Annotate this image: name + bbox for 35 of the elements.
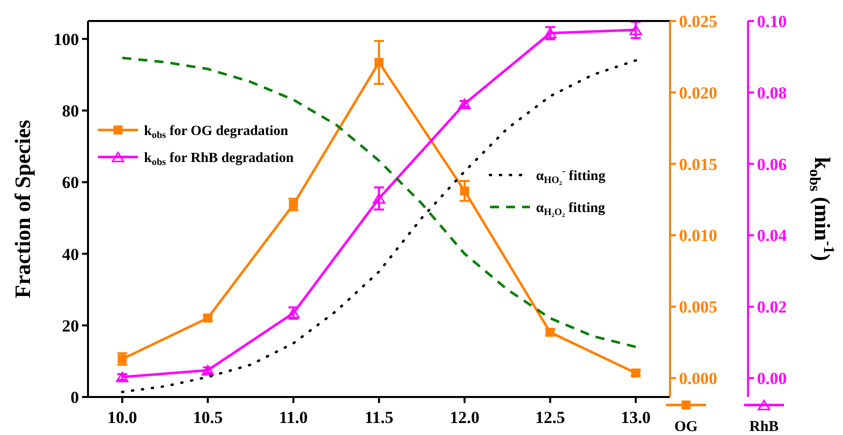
x-tick-label: 12.5: [535, 408, 566, 427]
y2-tick-label: 0.020: [679, 83, 718, 102]
y-tick-label: 80: [62, 102, 79, 121]
point: [372, 193, 386, 204]
y3-tick-label: 0.08: [757, 83, 787, 102]
y-tick-label: 60: [62, 173, 79, 192]
y2-tick-label: 0.015: [679, 154, 718, 174]
text: OG: [674, 419, 698, 435]
x-tick-label: 12.0: [450, 408, 480, 427]
y3-tick-label: 0.00: [757, 369, 787, 388]
legend-label: α$_{H₂O₂}$ fitting: [536, 201, 606, 218]
x-tick-label: 11.5: [364, 408, 394, 427]
legend-label: α$_{HO₂}$$^{-}$ fitting: [536, 166, 606, 186]
y3-tick-label: 0.02: [757, 298, 787, 317]
y-axis-title: Fraction of Species: [10, 119, 35, 298]
legend-label: k$_{obs}$ for RhB degradation: [144, 151, 294, 168]
x-tick-label: 11.0: [279, 408, 308, 427]
y3-tick-label: 0.10: [757, 12, 787, 31]
y-tick-label: 0: [70, 388, 79, 407]
y3-tick-label: 0.06: [757, 154, 787, 174]
y2-tick-label: 0.005: [679, 298, 718, 317]
y-tick-label: 100: [54, 30, 79, 49]
legend-label: k$_{obs}$ for OG degradation: [144, 124, 288, 141]
y2-tick-label: 0.025: [679, 12, 718, 31]
y3-tick-label: 0.04: [757, 226, 788, 246]
point: [460, 186, 470, 196]
y-tick-label: 40: [62, 244, 79, 264]
y-tick-label: 20: [62, 316, 79, 336]
x-tick-label: 13.0: [620, 408, 651, 427]
y2-tick-label: 0.000: [679, 369, 718, 388]
x-tick-label: 10.5: [192, 408, 223, 427]
text: RhB: [749, 419, 779, 435]
point: [374, 58, 384, 67]
y2-tick-label: 0.010: [679, 226, 718, 246]
x-tick-label: 10.0: [107, 408, 138, 427]
